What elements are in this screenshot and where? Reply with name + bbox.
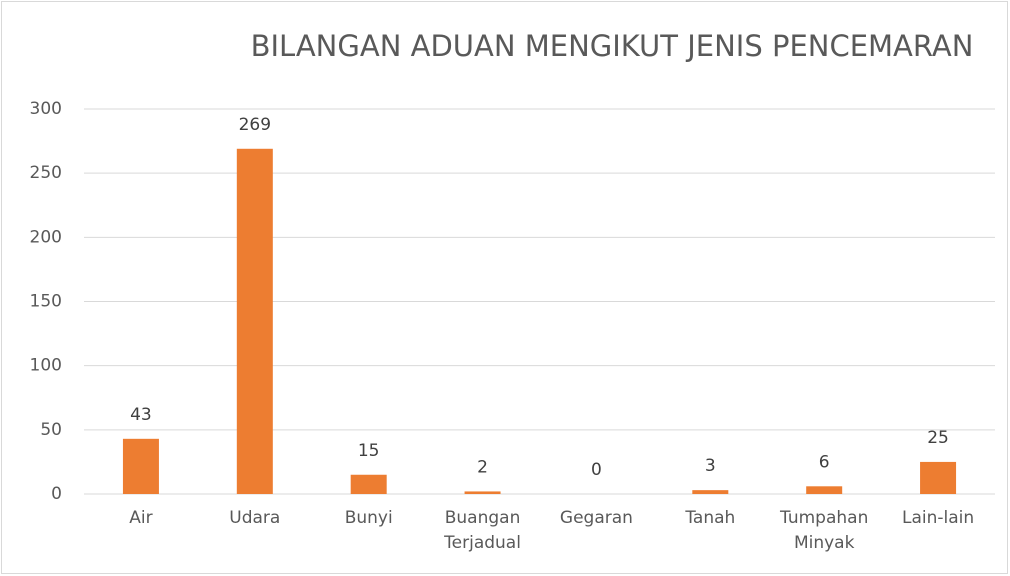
y-tick-label: 300 (30, 99, 62, 119)
x-tick-label: Air (129, 508, 153, 528)
y-tick-label: 0 (51, 484, 62, 504)
data-label: 269 (239, 115, 271, 135)
data-label: 15 (358, 441, 380, 461)
x-tick-label: Bunyi (344, 508, 393, 528)
y-tick-label: 250 (30, 163, 62, 183)
bar (236, 148, 273, 495)
data-label: 43 (130, 405, 152, 425)
bar (920, 461, 957, 494)
data-label: 3 (705, 456, 716, 476)
chart-title: BILANGAN ADUAN MENGIKUT JENIS PENCEMARAN (251, 29, 974, 63)
data-label: 2 (477, 457, 488, 477)
y-tick-label: 50 (40, 420, 62, 440)
bar (464, 491, 501, 494)
data-label: 0 (591, 460, 602, 480)
y-tick-label: 150 (30, 292, 62, 312)
y-tick-label: 100 (30, 356, 62, 376)
x-tick-label: Buangan Terjadual (444, 508, 521, 553)
x-tick-label: Udara (229, 508, 281, 528)
bar (122, 438, 159, 494)
x-tick-label: Tumpahan Minyak (780, 508, 869, 553)
bar (350, 474, 387, 494)
x-tick-label: Lain-lain (901, 508, 975, 528)
data-label: 6 (819, 452, 830, 472)
y-tick-label: 200 (30, 227, 62, 247)
bar (692, 490, 729, 494)
data-label: 25 (927, 428, 949, 448)
x-tick-label: Gegaran (559, 508, 633, 528)
bar (806, 486, 843, 494)
x-tick-label: Tanah (685, 508, 736, 528)
